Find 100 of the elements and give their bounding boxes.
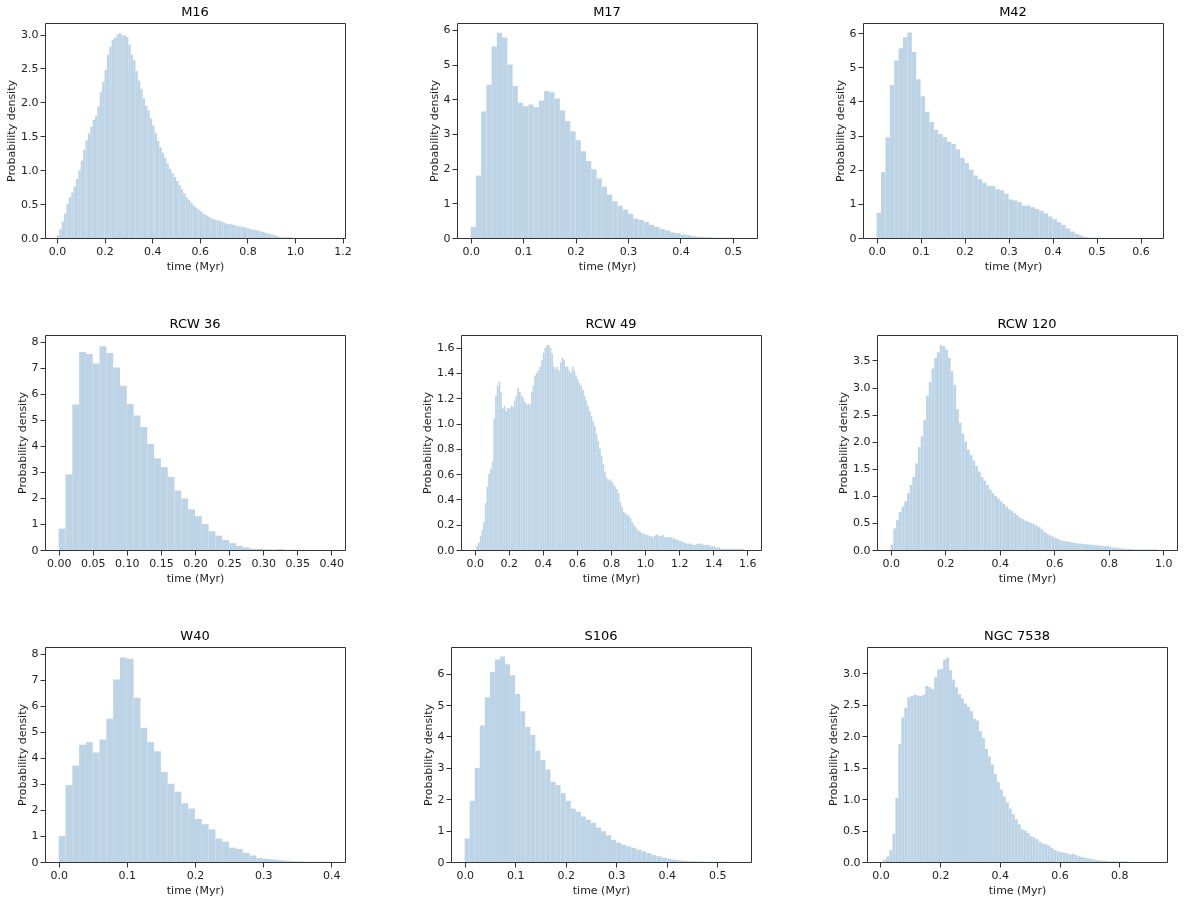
x-tick-label: 0.1 (118, 868, 137, 882)
x-tick-label: 0.0 (456, 868, 474, 882)
y-tick-label: 1.0 (437, 417, 455, 431)
x-tick-label: 0.5 (708, 868, 727, 882)
y-tick-label: 0.0 (21, 231, 39, 245)
chart-title: NGC 7538 (983, 628, 1051, 643)
x-tick-label: 0.0 (466, 556, 484, 570)
x-tick-label: 0.1 (506, 868, 525, 882)
y-tick-label: 7 (31, 361, 39, 375)
x-axis-title: time (Myr) (578, 259, 637, 273)
x-tick-label: 0.4 (658, 868, 676, 882)
y-tick-label: 4 (443, 92, 451, 106)
y-tick-label: 1.6 (437, 341, 455, 355)
y-tick-label: 1.2 (437, 391, 455, 405)
chart-title: W40 (180, 628, 210, 643)
chart-title: M17 (593, 4, 621, 19)
x-tick-label: 0.3 (607, 868, 626, 882)
x-tick-label: 0.2 (567, 244, 585, 258)
y-tick-label: 5 (849, 60, 857, 74)
y-tick-label: 3.0 (21, 28, 39, 42)
x-tick-label: 0.40 (319, 556, 345, 570)
chart-title: M42 (999, 4, 1027, 19)
chart-title: M16 (181, 4, 209, 19)
x-tick-label: 0.8 (239, 244, 257, 258)
y-tick-label: 1.5 (853, 462, 871, 476)
y-tick-label: 4 (849, 94, 857, 108)
x-tick-label: 0.2 (557, 868, 575, 882)
y-axis-title: Probability density (827, 703, 841, 806)
y-tick-label: 1.0 (21, 163, 39, 177)
y-tick-label: 2 (437, 792, 445, 806)
x-tick-label: 0.6 (1132, 244, 1150, 258)
y-axis-title: Probability density (421, 703, 435, 806)
y-tick-label: 1.5 (21, 129, 39, 143)
y-axis-title: Probability density (837, 391, 851, 494)
y-tick-label: 0.2 (437, 518, 455, 532)
x-tick-label: 0.0 (48, 244, 67, 258)
y-tick-label: 0 (31, 543, 39, 557)
x-tick-label: 0.4 (991, 868, 1010, 882)
y-tick-label: 2.0 (21, 95, 39, 109)
y-tick-label: 0.5 (843, 824, 861, 838)
x-axis-title: time (Myr) (572, 883, 631, 897)
y-tick-label: 6 (849, 26, 857, 40)
chart-title: RCW 120 (997, 316, 1057, 331)
x-tick-label: 0.2 (956, 244, 974, 258)
y-tick-label: 0 (437, 855, 445, 869)
x-tick-label: 0.3 (254, 868, 273, 882)
y-tick-label: 2 (849, 163, 857, 177)
x-axis-title: time (Myr) (166, 259, 225, 273)
x-tick-label: 0.2 (936, 556, 955, 570)
x-tick-label: 0.2 (186, 868, 205, 882)
y-tick-label: 3.0 (843, 666, 861, 680)
y-tick-label: 2.5 (853, 408, 871, 422)
x-tick-label: 0.4 (323, 868, 341, 882)
x-tick-label: 0.6 (1046, 556, 1064, 570)
y-axis-title: Probability density (833, 79, 847, 182)
x-tick-label: 1.0 (286, 244, 305, 258)
x-tick-label: 0.2 (500, 556, 518, 570)
x-tick-label: 0.4 (1044, 244, 1062, 258)
x-tick-label: 0.0 (872, 868, 890, 882)
y-tick-label: 0 (31, 855, 39, 869)
x-tick-label: 1.2 (334, 244, 352, 258)
y-tick-label: 3 (443, 127, 451, 141)
y-axis-title: Probability density (15, 703, 29, 806)
x-tick-label: 0.1 (912, 244, 930, 258)
x-tick-label: 0.20 (183, 556, 208, 570)
x-axis-title: time (Myr) (988, 883, 1047, 897)
x-axis-title: time (Myr) (998, 571, 1057, 585)
y-tick-label: 0.5 (853, 516, 871, 530)
x-tick-label: 0.8 (602, 556, 621, 570)
y-tick-label: 1 (437, 824, 445, 838)
y-tick-label: 2 (31, 803, 39, 817)
x-tick-label: 0.6 (1051, 868, 1069, 882)
y-tick-label: 0.4 (437, 492, 455, 506)
y-tick-label: 3 (437, 761, 445, 775)
x-tick-label: 0.6 (191, 244, 210, 258)
y-tick-label: 0.5 (21, 197, 39, 211)
x-tick-label: 1.0 (636, 556, 655, 570)
y-tick-label: 6 (443, 23, 451, 37)
y-tick-label: 5 (437, 698, 445, 712)
x-axis-title: time (Myr) (984, 259, 1043, 273)
y-tick-label: 2 (31, 491, 39, 505)
x-tick-label: 0.8 (1110, 868, 1129, 882)
y-tick-label: 3.5 (853, 353, 871, 367)
y-tick-label: 0.8 (437, 442, 455, 456)
x-tick-label: 0.2 (931, 868, 950, 882)
y-tick-label: 0.6 (437, 467, 455, 481)
x-tick-label: 0.1 (514, 244, 533, 258)
x-tick-label: 0.8 (1100, 556, 1119, 570)
x-tick-label: 0.4 (534, 556, 553, 570)
x-tick-label: 1.2 (670, 556, 689, 570)
y-tick-label: 4 (437, 729, 445, 743)
y-axis-title: Probability density (15, 391, 29, 494)
y-tick-label: 0 (849, 231, 857, 245)
y-tick-label: 6 (437, 667, 445, 681)
y-tick-label: 3 (849, 129, 857, 143)
y-axis-title: Probability density (421, 391, 435, 494)
y-tick-label: 0.0 (437, 543, 455, 557)
y-tick-label: 1 (443, 196, 451, 210)
y-tick-label: 2.5 (21, 61, 39, 75)
chart-title: S106 (584, 628, 618, 643)
